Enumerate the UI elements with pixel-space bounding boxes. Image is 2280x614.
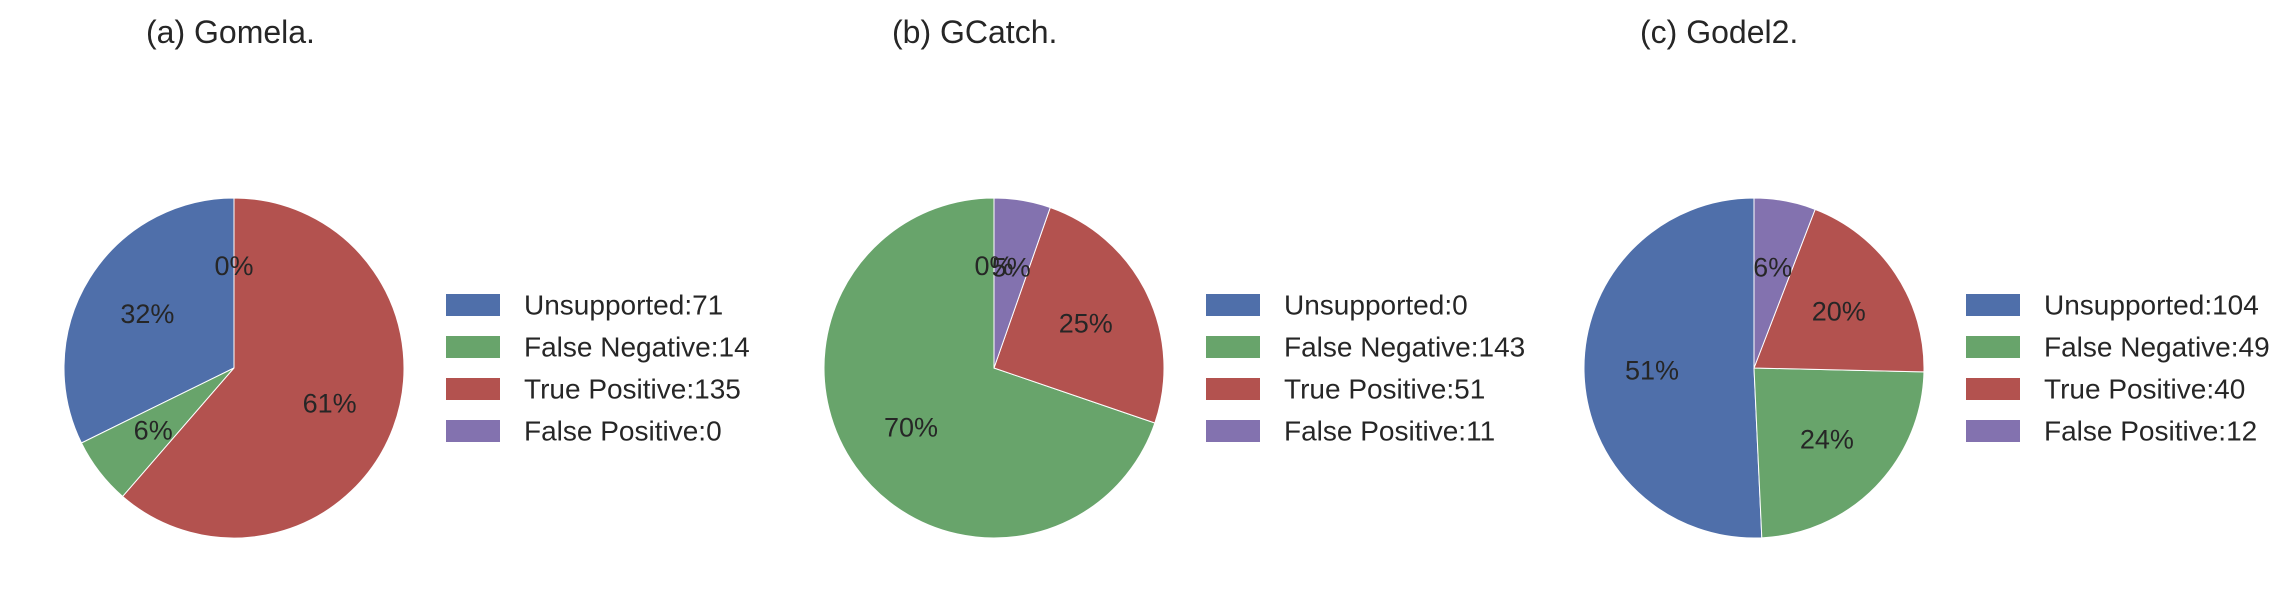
pie-slice-unsupported [1583, 197, 1763, 539]
legend-swatch-true-positive [1206, 378, 1260, 400]
slice-pct-label-false-positive: 0% [214, 251, 253, 281]
pie-panel-gcatch: (b) GCatch. 0% 70% 25% 5% Unsupported:0 False… [823, 14, 1525, 539]
pie-slice-false-positive [1753, 197, 1816, 369]
slice-pct-label-true-positive: 61% [303, 389, 357, 419]
slice-pct-label-false-positive: 6% [1753, 253, 1792, 283]
legend-swatch-false-negative [1966, 336, 2020, 358]
pie-panel-gomela: (a) Gomela. 32% 6% 61% 0% Unsupported:71 Fals… [63, 14, 750, 539]
legend-label-false-negative: False Negative:14 [524, 332, 750, 363]
pie-slice-true-positive [993, 206, 1165, 424]
slice-pct-label-true-positive: 25% [1059, 308, 1113, 338]
legend-swatch-true-positive [446, 378, 500, 400]
legend-swatch-false-negative [446, 336, 500, 358]
chart-title: (c) Godel2. [1640, 14, 1798, 50]
pie-slice-false-positive [993, 197, 1051, 369]
legend-label-true-positive: True Positive:51 [1284, 374, 1485, 405]
legend-label-true-positive: True Positive:135 [524, 374, 741, 405]
legend-label-false-positive: False Positive:11 [1284, 416, 1495, 447]
legend-label-unsupported: Unsupported:104 [2044, 290, 2259, 321]
legend-swatch-unsupported [1206, 294, 1260, 316]
slice-pct-label-false-negative: 70% [884, 412, 938, 442]
slice-pct-label-false-negative: 6% [134, 415, 173, 445]
legend-swatch-false-positive [1966, 420, 2020, 442]
legend-label-false-negative: False Negative:49 [2044, 332, 2270, 363]
legend-label-false-positive: False Positive:0 [524, 416, 722, 447]
legend-swatch-false-positive [1206, 420, 1260, 442]
chart-title: (a) Gomela. [146, 14, 315, 50]
legend-swatch-false-positive [446, 420, 500, 442]
legend-swatch-unsupported [446, 294, 500, 316]
slice-pct-label-unsupported: 51% [1625, 355, 1679, 385]
legend-swatch-false-negative [1206, 336, 1260, 358]
pie-slice-false-negative [823, 197, 1156, 539]
legend-label-true-positive: True Positive:40 [2044, 374, 2245, 405]
legend-label-unsupported: Unsupported:0 [1284, 290, 1468, 321]
pie-slice-false-negative [1753, 367, 1925, 539]
legend-label-false-positive: False Positive:12 [2044, 416, 2257, 447]
slice-pct-label-false-positive: 5% [992, 252, 1031, 282]
legend-label-unsupported: Unsupported:71 [524, 290, 723, 321]
pie-slice-true-positive [121, 197, 405, 539]
slice-pct-label-unsupported: 32% [120, 299, 174, 329]
legend-swatch-unsupported [1966, 294, 2020, 316]
slice-pct-label-false-negative: 24% [1800, 424, 1854, 454]
chart-title: (b) GCatch. [892, 14, 1057, 50]
slice-pct-label-unsupported: 0% [974, 251, 1013, 281]
legend-label-false-negative: False Negative:143 [1284, 332, 1525, 363]
pie-slice-unsupported [63, 197, 235, 444]
pie-slice-true-positive [1753, 208, 1925, 373]
slice-pct-label-true-positive: 20% [1812, 296, 1866, 326]
legend-swatch-true-positive [1966, 378, 2020, 400]
pie-panel-godel2: (c) Godel2. 51% 24% 20% 6% Unsupported:104 Fa… [1583, 14, 2270, 539]
